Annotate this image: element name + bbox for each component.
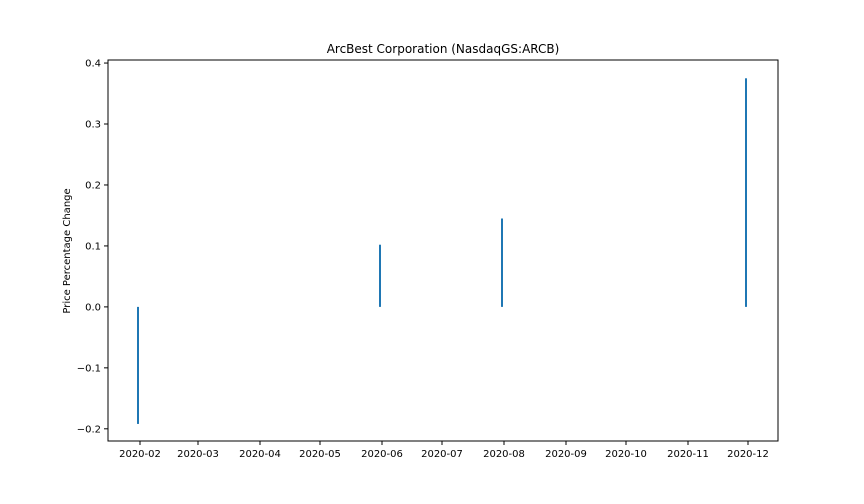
y-tick-label: 0.4 [85, 59, 101, 70]
bar-1 [379, 244, 381, 307]
x-tick-label: 2020-05 [299, 449, 341, 460]
x-tick-label: 2020-12 [727, 449, 769, 460]
x-tick-label: 2020-08 [483, 449, 525, 460]
bars-layer [137, 78, 747, 424]
y-tick-label: 0.2 [85, 180, 101, 191]
x-tick-label: 2020-04 [239, 449, 281, 460]
y-tick-label: 0.3 [85, 120, 101, 131]
chart-title: ArcBest Corporation (NasdaqGS:ARCB) [327, 42, 560, 56]
plot-frame [107, 59, 779, 442]
y-axis: −0.2 −0.1 0.0 0.1 0.2 0.3 0.4 [77, 59, 108, 435]
bar-2 [501, 218, 503, 307]
x-tick-label: 2020-03 [177, 449, 219, 460]
y-tick-label: 0.0 [85, 302, 101, 313]
x-tick-label: 2020-07 [421, 449, 463, 460]
x-tick-label: 2020-06 [361, 449, 403, 460]
x-tick-label: 2020-11 [667, 449, 709, 460]
y-tick-label: 0.1 [85, 241, 101, 252]
bar-3 [745, 78, 747, 307]
x-tick-label: 2020-10 [605, 449, 647, 460]
x-tick-label: 2020-09 [545, 449, 587, 460]
y-tick-label: −0.1 [77, 363, 101, 374]
x-tick-label: 2020-02 [119, 449, 161, 460]
y-tick-label: −0.2 [77, 424, 101, 435]
x-axis: 2020-02 2020-03 2020-04 2020-05 2020-06 2020-… [119, 441, 769, 460]
y-axis-title: Price Percentage Change [62, 188, 73, 313]
bar-0 [137, 306, 139, 424]
